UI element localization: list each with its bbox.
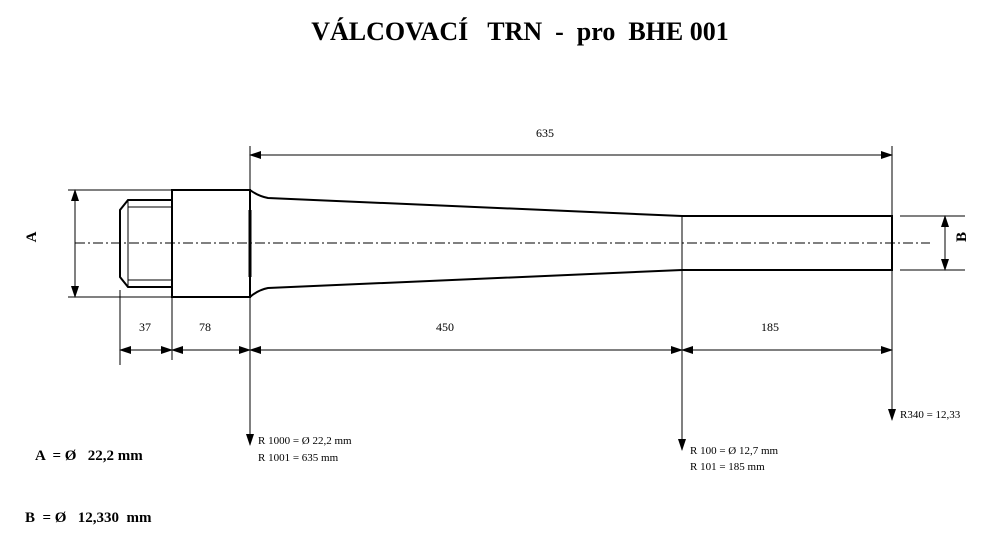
legend-entry: B = Ø 12,330 mm: [25, 510, 152, 526]
note: R 101 = 185 mm: [690, 461, 765, 473]
dimension-label: 185: [761, 320, 779, 334]
dimension-label: 450: [436, 320, 454, 334]
dimension-label: 78: [199, 320, 211, 334]
thread-lines: [127, 200, 172, 287]
title: VÁLCOVACÍ TRN - pro BHE 001: [311, 17, 729, 46]
note: R 100 = Ø 12,7 mm: [690, 445, 779, 457]
thread-outline: [119, 199, 172, 288]
legend-entry: A = Ø 22,2 mm: [35, 448, 143, 464]
dimension-label: 635: [536, 126, 554, 140]
note: R340 = 12,33: [900, 409, 961, 421]
diameter-label: A: [24, 231, 40, 242]
diameter-label: B: [954, 232, 970, 242]
dimension-label: 37: [139, 320, 151, 334]
note: R 1000 = Ø 22,2 mm: [258, 435, 352, 447]
taper-outline: [249, 189, 893, 298]
note: R 1001 = 635 mm: [258, 452, 339, 464]
